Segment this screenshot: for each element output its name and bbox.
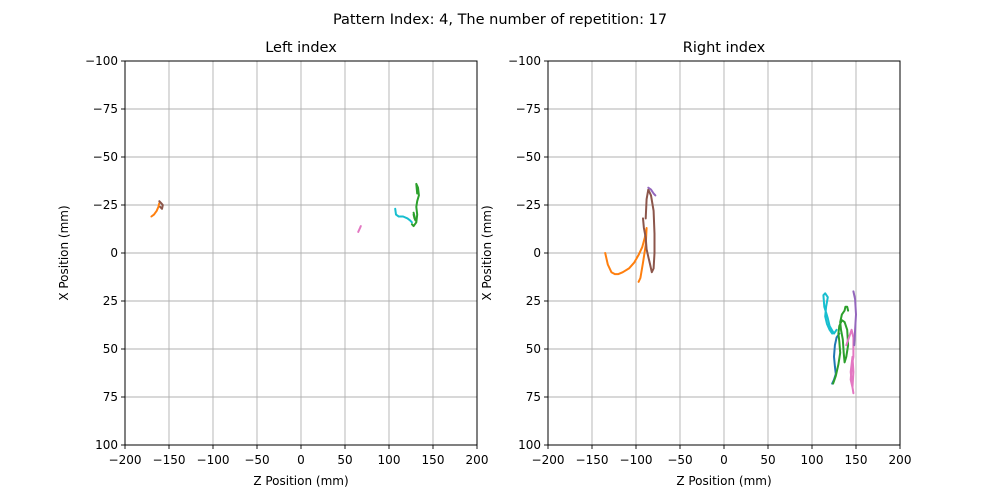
right-ytick-label: 25 bbox=[526, 294, 541, 308]
left-ytick-label: 0 bbox=[110, 246, 118, 260]
left-ytick-label: −25 bbox=[93, 198, 118, 212]
panel-right: Right index −200 −150 −100 −50 0 50 100 150 200 −… bbox=[480, 40, 911, 488]
left-ytick-label: −75 bbox=[93, 102, 118, 116]
left-xtick-label: −50 bbox=[244, 453, 269, 467]
left-ytick-label: 50 bbox=[103, 342, 118, 356]
left-xtick-label: 50 bbox=[337, 453, 352, 467]
right-trace-line bbox=[852, 290, 857, 347]
left-ytick-label: −50 bbox=[93, 150, 118, 164]
panel-left: Left index −200 −150 −100 −50 0 50 100 150 200 −1… bbox=[57, 40, 488, 488]
left-ytick-label: 75 bbox=[103, 390, 118, 404]
left-trace-line bbox=[150, 202, 161, 218]
left-trace-line bbox=[410, 182, 420, 228]
right-trace-line bbox=[604, 227, 648, 283]
right-trace-line bbox=[647, 186, 657, 197]
right-xtick-label: 150 bbox=[845, 453, 868, 467]
left-trace-line bbox=[412, 211, 417, 222]
right-ytick-label: −75 bbox=[516, 102, 541, 116]
right-ytick-label: 75 bbox=[526, 390, 541, 404]
panel-left-title: Left index bbox=[265, 40, 337, 56]
left-xtick-label: 100 bbox=[378, 453, 401, 467]
left-trace-line bbox=[394, 207, 413, 224]
panel-right-title: Right index bbox=[683, 40, 766, 56]
right-trace-line bbox=[822, 292, 838, 335]
right-ytick-label: 0 bbox=[533, 246, 541, 260]
left-trace-line bbox=[158, 200, 164, 210]
figure-suptitle: Pattern Index: 4, The number of repetiti… bbox=[333, 12, 667, 28]
left-xtick-label: −150 bbox=[153, 453, 186, 467]
left-ytick-label: −100 bbox=[85, 54, 118, 68]
panel-left-ylabel: X Position (mm) bbox=[57, 205, 71, 300]
left-ytick-label: 25 bbox=[103, 294, 118, 308]
right-trace-line bbox=[642, 188, 656, 274]
left-xtick-label: 150 bbox=[422, 453, 445, 467]
right-xtick-label: −100 bbox=[620, 453, 653, 467]
right-ytick-label: 50 bbox=[526, 342, 541, 356]
right-xtick-label: −150 bbox=[576, 453, 609, 467]
right-trace-line bbox=[832, 305, 850, 385]
panel-left-xlabel: Z Position (mm) bbox=[253, 474, 348, 488]
right-xtick-label: 50 bbox=[760, 453, 775, 467]
right-ytick-label: −25 bbox=[516, 198, 541, 212]
right-xtick-label: 0 bbox=[720, 453, 728, 467]
left-xtick-label: −200 bbox=[109, 453, 142, 467]
right-xtick-label: −200 bbox=[532, 453, 565, 467]
right-xtick-label: 200 bbox=[889, 453, 912, 467]
right-trace-line bbox=[845, 328, 855, 395]
panel-right-ylabel: X Position (mm) bbox=[480, 205, 494, 300]
panel-right-xlabel: Z Position (mm) bbox=[676, 474, 771, 488]
right-xtick-label: −50 bbox=[667, 453, 692, 467]
right-ytick-label: 100 bbox=[518, 438, 541, 452]
left-xtick-label: 200 bbox=[466, 453, 489, 467]
left-trace-line bbox=[357, 225, 362, 233]
left-xtick-label: 0 bbox=[297, 453, 305, 467]
left-xtick-label: −100 bbox=[197, 453, 230, 467]
right-ytick-label: −100 bbox=[508, 54, 541, 68]
left-ytick-label: 100 bbox=[95, 438, 118, 452]
right-xtick-label: 100 bbox=[801, 453, 824, 467]
right-ytick-label: −50 bbox=[516, 150, 541, 164]
